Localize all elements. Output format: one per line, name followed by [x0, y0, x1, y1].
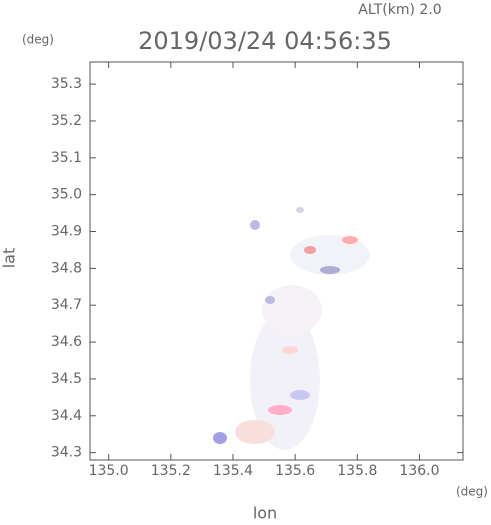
y-label: lat — [0, 248, 19, 269]
x-tick-label: 135.6 — [275, 463, 315, 479]
x-tick-label: 135.8 — [337, 463, 377, 479]
y-tick-label: 34.8 — [51, 260, 82, 276]
x-label: lon — [253, 504, 277, 522]
x-tick-label: 135.2 — [151, 463, 191, 479]
y-tick-label: 34.5 — [51, 371, 82, 387]
y-tick-label: 35.3 — [51, 76, 82, 92]
x-unit: (deg) — [456, 485, 488, 499]
x-tick-label: 135.4 — [213, 463, 253, 479]
plot-frame — [89, 61, 464, 461]
y-tick-label: 34.7 — [51, 297, 82, 313]
y-tick-label: 35.2 — [51, 113, 82, 129]
y-tick-label: 35.0 — [51, 187, 82, 203]
x-tick-label: 136.0 — [399, 463, 439, 479]
y-tick-label: 34.3 — [51, 445, 82, 461]
echo-field — [213, 207, 370, 450]
subtitle: ALT(km) 2.0 — [358, 2, 441, 18]
x-tick-label: 135.0 — [89, 463, 129, 479]
y-tick-label: 34.9 — [51, 224, 82, 240]
y-tick-label: 35.1 — [51, 150, 82, 166]
chart-title: 2019/03/24 04:56:35 — [138, 27, 392, 55]
y-tick-label: 34.4 — [51, 408, 82, 424]
y-tick-label: 34.6 — [51, 334, 82, 350]
y-unit: (deg) — [22, 33, 54, 47]
